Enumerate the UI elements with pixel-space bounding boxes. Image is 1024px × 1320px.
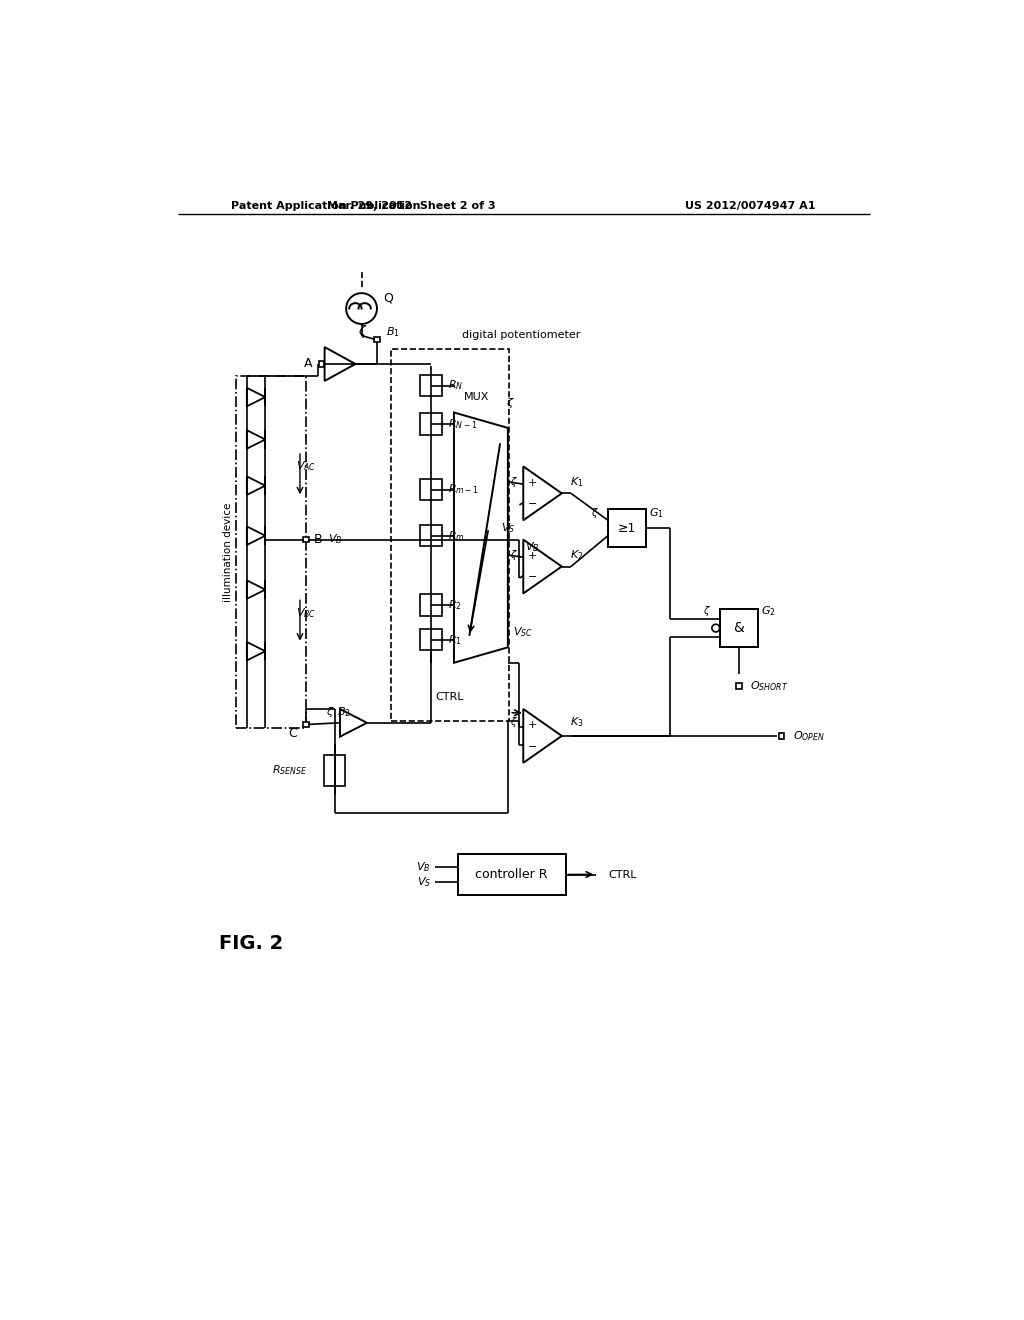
Text: C: C	[288, 727, 297, 741]
Text: $R_{SENSE}$: $R_{SENSE}$	[272, 764, 307, 777]
Text: $V_B$: $V_B$	[524, 540, 540, 554]
Bar	[420, 375, 441, 396]
Text: $V_B$: $V_B$	[328, 533, 342, 546]
Bar	[391, 350, 509, 721]
Text: $\zeta$: $\zeta$	[510, 715, 518, 729]
Bar	[458, 854, 565, 895]
Bar	[420, 413, 441, 434]
Text: $V_{SC}$: $V_{SC}$	[513, 626, 534, 639]
Bar	[303, 722, 309, 727]
Text: $V_{BC}$: $V_{BC}$	[296, 606, 316, 619]
Text: $R_2$: $R_2$	[447, 598, 462, 612]
Text: $G_2$: $G_2$	[761, 605, 775, 618]
Text: $O_{OPEN}$: $O_{OPEN}$	[793, 729, 825, 743]
Text: digital potentiometer: digital potentiometer	[462, 330, 580, 341]
Bar	[318, 362, 325, 367]
Text: $K_3$: $K_3$	[570, 715, 584, 729]
Text: B: B	[313, 533, 323, 546]
Text: $R_{N-1}$: $R_{N-1}$	[447, 417, 477, 430]
Bar	[324, 755, 345, 785]
Text: Mar. 29, 2012  Sheet 2 of 3: Mar. 29, 2012 Sheet 2 of 3	[328, 201, 496, 211]
Text: +: +	[527, 721, 538, 730]
Text: $R_1$: $R_1$	[447, 632, 462, 647]
Text: $B_2$: $B_2$	[337, 705, 350, 719]
Text: $\zeta$: $\zeta$	[591, 506, 599, 520]
Text: $\zeta$: $\zeta$	[327, 705, 335, 719]
Text: illumination device: illumination device	[223, 502, 233, 602]
Text: $R_N$: $R_N$	[447, 379, 463, 392]
Text: FIG. 2: FIG. 2	[219, 935, 284, 953]
Bar	[374, 337, 380, 342]
Text: $R_m$: $R_m$	[447, 529, 465, 543]
Text: +: +	[527, 550, 538, 561]
Text: US 2012/0074947 A1: US 2012/0074947 A1	[685, 201, 815, 211]
Text: $G_1$: $G_1$	[649, 506, 664, 520]
Bar	[608, 508, 646, 548]
Text: $V_S$: $V_S$	[502, 521, 515, 535]
Text: MUX: MUX	[464, 392, 489, 403]
Bar	[420, 479, 441, 500]
Bar	[720, 609, 758, 647]
Text: $V_B$: $V_B$	[417, 859, 431, 874]
Text: +: +	[527, 478, 538, 487]
Text: $B_1$: $B_1$	[386, 325, 400, 338]
Text: −: −	[527, 499, 538, 510]
Text: $\zeta$: $\zeta$	[506, 396, 514, 411]
Text: −: −	[527, 742, 538, 751]
Text: CTRL: CTRL	[608, 870, 637, 879]
Bar	[420, 628, 441, 651]
Text: $V_S$: $V_S$	[417, 875, 431, 890]
Text: ≥1: ≥1	[618, 521, 636, 535]
Text: Patent Application Publication: Patent Application Publication	[230, 201, 420, 211]
Bar	[420, 594, 441, 615]
Text: $K_2$: $K_2$	[570, 548, 584, 562]
Text: $R_{m-1}$: $R_{m-1}$	[447, 483, 479, 496]
Bar	[736, 684, 741, 689]
Text: $\zeta$: $\zeta$	[358, 323, 368, 341]
Text: CTRL: CTRL	[436, 693, 464, 702]
Bar	[237, 376, 306, 729]
Bar	[303, 537, 309, 543]
Text: Q: Q	[383, 292, 393, 305]
Text: controller R: controller R	[475, 869, 548, 880]
Text: −: −	[527, 573, 538, 582]
Bar	[778, 733, 784, 739]
Bar	[420, 525, 441, 546]
Text: $\zeta$: $\zeta$	[702, 605, 711, 618]
Text: A: A	[304, 358, 312, 371]
Text: $\zeta$: $\zeta$	[510, 548, 518, 562]
Text: $O_{SHORT}$: $O_{SHORT}$	[751, 678, 788, 693]
Text: $\zeta$: $\zeta$	[510, 475, 518, 488]
Text: $K_1$: $K_1$	[570, 475, 584, 488]
Text: $V_{AC}$: $V_{AC}$	[296, 459, 316, 474]
Text: &: &	[733, 622, 744, 635]
